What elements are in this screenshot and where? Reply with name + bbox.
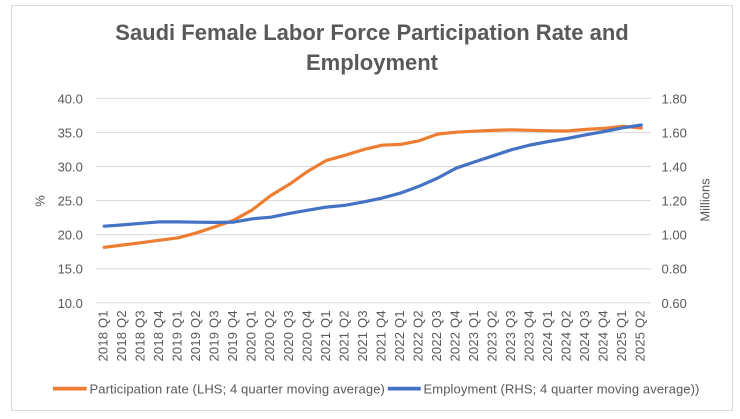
svg-text:1.00: 1.00 xyxy=(662,228,687,243)
svg-text:1.60: 1.60 xyxy=(662,125,687,140)
svg-text:1.20: 1.20 xyxy=(662,194,687,209)
svg-text:2019 Q2: 2019 Q2 xyxy=(188,310,203,361)
svg-text:2025 Q1: 2025 Q1 xyxy=(614,310,629,361)
svg-text:%: % xyxy=(33,195,48,207)
svg-text:2023 Q4: 2023 Q4 xyxy=(522,310,537,361)
svg-text:30.0: 30.0 xyxy=(58,160,83,175)
svg-text:2020 Q2: 2020 Q2 xyxy=(262,310,277,361)
svg-text:2018 Q1: 2018 Q1 xyxy=(96,310,111,361)
svg-text:10.0: 10.0 xyxy=(58,296,83,311)
svg-text:2025 Q2: 2025 Q2 xyxy=(633,310,648,361)
svg-text:Participation rate (LHS; 4 qua: Participation rate (LHS; 4 quarter movin… xyxy=(90,382,385,397)
svg-text:2024 Q2: 2024 Q2 xyxy=(559,310,574,361)
svg-text:2024 Q4: 2024 Q4 xyxy=(596,310,611,361)
svg-text:Saudi Female Labor Force Parti: Saudi Female Labor Force Participation R… xyxy=(115,20,628,45)
svg-text:Employment: Employment xyxy=(306,50,439,75)
svg-text:1.40: 1.40 xyxy=(662,160,687,175)
svg-text:0.60: 0.60 xyxy=(662,296,687,311)
svg-text:40.0: 40.0 xyxy=(58,91,83,106)
svg-text:2021 Q3: 2021 Q3 xyxy=(355,310,370,361)
svg-text:2018 Q3: 2018 Q3 xyxy=(133,310,148,361)
svg-text:2024 Q3: 2024 Q3 xyxy=(577,310,592,361)
svg-text:20.0: 20.0 xyxy=(58,228,83,243)
svg-text:25.0: 25.0 xyxy=(58,194,83,209)
svg-text:2019 Q1: 2019 Q1 xyxy=(170,310,185,361)
svg-text:2022 Q2: 2022 Q2 xyxy=(410,310,425,361)
svg-text:2024 Q1: 2024 Q1 xyxy=(540,310,555,361)
svg-text:2020 Q1: 2020 Q1 xyxy=(244,310,259,361)
svg-text:2022 Q4: 2022 Q4 xyxy=(447,310,462,361)
svg-text:2019 Q3: 2019 Q3 xyxy=(207,310,222,361)
svg-text:2022 Q3: 2022 Q3 xyxy=(429,310,444,361)
svg-text:15.0: 15.0 xyxy=(58,262,83,277)
svg-text:2023 Q1: 2023 Q1 xyxy=(466,310,481,361)
svg-text:2023 Q3: 2023 Q3 xyxy=(503,310,518,361)
svg-text:1.80: 1.80 xyxy=(662,91,687,106)
svg-text:2018 Q2: 2018 Q2 xyxy=(114,310,129,361)
svg-text:2020 Q4: 2020 Q4 xyxy=(299,310,314,361)
svg-text:Employment (RHS; 4 quarter mov: Employment (RHS; 4 quarter moving averag… xyxy=(424,382,700,397)
svg-text:0.80: 0.80 xyxy=(662,262,687,277)
svg-text:2020 Q3: 2020 Q3 xyxy=(281,310,296,361)
svg-text:Millions: Millions xyxy=(698,178,713,222)
svg-text:2021 Q2: 2021 Q2 xyxy=(336,310,351,361)
svg-text:35.0: 35.0 xyxy=(58,125,83,140)
svg-text:2021 Q4: 2021 Q4 xyxy=(373,310,388,361)
svg-text:2018 Q4: 2018 Q4 xyxy=(151,310,166,361)
svg-text:2019 Q4: 2019 Q4 xyxy=(225,310,240,361)
svg-text:2021 Q1: 2021 Q1 xyxy=(318,310,333,361)
svg-text:2023 Q2: 2023 Q2 xyxy=(484,310,499,361)
svg-text:2022 Q1: 2022 Q1 xyxy=(392,310,407,361)
